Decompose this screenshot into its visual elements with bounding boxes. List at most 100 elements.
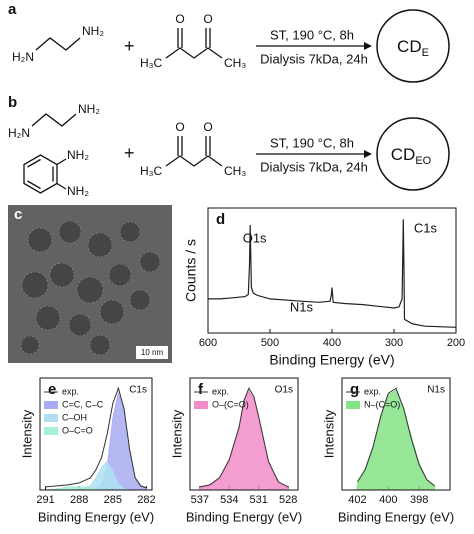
tem-image: c 10 nm	[8, 205, 172, 363]
y-axis-label: Intensity	[321, 409, 336, 458]
x-axis-label: Binding Energy (eV)	[186, 509, 302, 524]
scale-bar-label: 10 nm	[141, 348, 164, 357]
arrow-head	[364, 42, 372, 50]
x-tick-label: 282	[137, 494, 155, 506]
arrow-head	[364, 150, 372, 158]
x-tick-label: 300	[385, 337, 403, 349]
x-tick-label: 537	[191, 494, 209, 506]
condition: ST, 190 °C, 8h	[270, 135, 354, 150]
x-tick-label: 600	[199, 337, 217, 349]
x-tick-label: 534	[220, 494, 238, 506]
legend-swatch	[194, 401, 208, 409]
legend-label: N–(C=O)	[364, 399, 400, 409]
peak-label: O1s	[275, 385, 293, 396]
atom-label: O	[203, 120, 212, 134]
condition: ST, 190 °C, 8h	[270, 27, 354, 42]
panel-label: g	[350, 381, 359, 398]
atom-label: H₂N	[8, 126, 30, 140]
legend-swatch	[44, 401, 58, 409]
bond	[31, 113, 77, 127]
x-tick-label: 500	[261, 337, 279, 349]
bond	[177, 136, 211, 156]
panel-label: a	[8, 1, 17, 18]
x-tick-label: 531	[250, 494, 268, 506]
product-sub: EO	[415, 155, 431, 167]
bond	[35, 37, 81, 51]
product-circle	[376, 117, 450, 191]
ketone: O O H₃C CH₃ ST, 190 °C, 8h Dialysis 7kDa…	[140, 117, 450, 191]
legend-label: exp.	[62, 386, 79, 396]
plot-frame	[341, 377, 451, 491]
legend-swatch	[346, 401, 360, 409]
atom-label: NH₂	[82, 24, 104, 38]
product-label: CDE	[397, 37, 429, 58]
panel-label: d	[216, 211, 225, 228]
product-sub: E	[422, 47, 429, 59]
peak-annotation: C1s	[414, 221, 438, 236]
atom-label: O	[175, 12, 184, 26]
bond	[177, 28, 211, 48]
x-tick-label: 288	[70, 494, 88, 506]
spectrum-line	[356, 387, 435, 487]
atom-label: NH₂	[67, 184, 89, 198]
atom-label: H₃C	[140, 56, 163, 70]
legend-label: exp.	[364, 386, 381, 396]
peak-annotation: O1s	[243, 231, 267, 246]
reaction-a: H₂N NH₂ + O O H₃C CH₃ ST, 190 °C, 8h Dia…	[12, 9, 450, 83]
spectrum-line	[199, 387, 289, 488]
plus: +	[124, 143, 135, 163]
legend-swatch	[44, 414, 58, 422]
y-axis-label: Intensity	[169, 409, 184, 458]
atom-label: H₂N	[12, 50, 34, 64]
x-axis-label: Binding Energy (eV)	[269, 352, 394, 368]
spectrum-line	[208, 219, 457, 328]
ring	[23, 154, 58, 194]
particles	[20, 220, 161, 356]
scale-bar-box	[136, 346, 168, 359]
legend-label: C–OH	[62, 412, 87, 422]
atom-label: O	[203, 12, 212, 26]
plus: +	[124, 36, 135, 56]
legend-label: exp.	[212, 386, 229, 396]
x-tick-label: 400	[323, 337, 341, 349]
plot-frame	[39, 377, 153, 491]
bond	[165, 47, 223, 59]
atom-label: NH₂	[67, 148, 89, 162]
x-tick-label: 398	[410, 494, 428, 506]
x-axis-label: Binding Energy (eV)	[338, 509, 454, 524]
bond	[165, 155, 223, 167]
atom-label: CH₃	[224, 164, 246, 178]
spectrum-line	[45, 386, 147, 489]
panel-label: b	[8, 94, 17, 111]
peak-label: C1s	[129, 385, 147, 396]
product-main: CD	[397, 37, 422, 56]
x-tick-label: 402	[348, 494, 366, 506]
panel-label: f	[198, 381, 204, 398]
atom-label: CH₃	[224, 56, 246, 70]
legend-label: C=C, C–C	[62, 399, 104, 409]
atom-label: NH₂	[78, 102, 100, 116]
condition: Dialysis 7kDa, 24h	[260, 159, 368, 174]
legend-label: O–C=O	[62, 425, 93, 435]
panel-label: e	[48, 381, 56, 398]
x-tick-label: 400	[379, 494, 397, 506]
x-tick-label: 200	[447, 337, 465, 349]
plot-frame	[207, 207, 457, 334]
panel-label: c	[14, 206, 22, 223]
bond	[56, 158, 67, 190]
legend-swatch	[44, 427, 58, 435]
atom-label: H₃C	[140, 164, 163, 178]
condition: Dialysis 7kDa, 24h	[260, 51, 368, 66]
y-axis-label: Intensity	[19, 409, 34, 458]
y-axis-label: Counts / s	[183, 239, 199, 302]
x-axis-label: Binding Energy (eV)	[38, 509, 154, 524]
x-tick-label: 291	[36, 494, 54, 506]
atom-label: O	[175, 120, 184, 134]
legend-label: O–(C=O)	[212, 399, 249, 409]
reaction-b: H₂N NH₂ NH₂ NH₂ + O O H₃C CH₃ ST, 190 °C…	[8, 102, 450, 198]
peak-label: N1s	[427, 385, 445, 396]
plot-frame	[189, 377, 299, 491]
ring	[27, 158, 54, 190]
